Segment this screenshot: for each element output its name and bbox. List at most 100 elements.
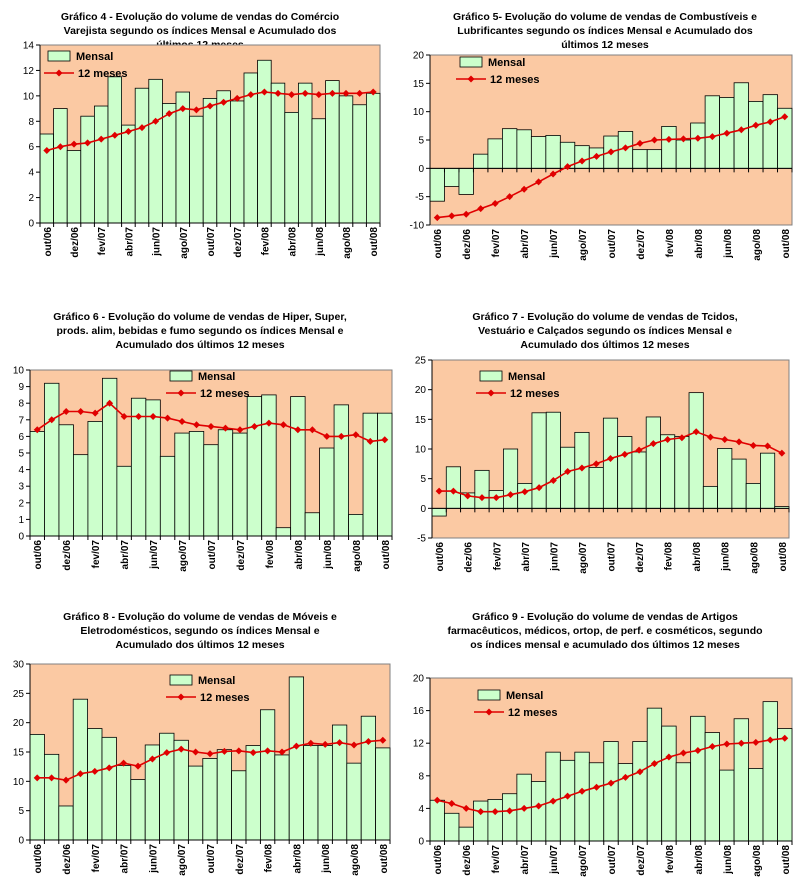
bar-mensal xyxy=(502,128,518,169)
bar-mensal xyxy=(431,507,447,517)
marker-12-meses xyxy=(152,117,160,125)
chart-9: 0 4 8 12 16 20 out/06 dez/06 fev/07 abr/07 jun/07 a… xyxy=(413,674,793,877)
bar-mensal xyxy=(645,416,661,509)
bar-mensal xyxy=(101,736,117,841)
bar-mensal xyxy=(675,762,692,842)
marker-12-meses xyxy=(76,770,84,778)
x-tick-label: out/08 xyxy=(379,844,390,874)
marker-12-meses xyxy=(264,747,272,755)
x-tick-label: abr/07 xyxy=(521,542,532,572)
x-tick-label: abr/08 xyxy=(694,845,705,875)
marker-12-meses xyxy=(764,442,772,450)
y-tick-label: 0 xyxy=(418,837,424,848)
bar-mensal xyxy=(107,76,123,224)
y-tick-label: 25 xyxy=(13,689,25,700)
x-tick-label: abr/08 xyxy=(294,540,305,570)
bar-mensal xyxy=(94,105,109,224)
marker-12-meses xyxy=(249,749,257,757)
bar-mensal xyxy=(702,485,719,509)
marker-12-meses xyxy=(206,102,214,110)
chart-panel-6: Gráfico 6 - Evolução do volume de vendas… xyxy=(0,300,400,600)
chart-panel-8: Gráfico 8 - Evolução do volume de vendas… xyxy=(0,600,400,894)
marker-12-meses xyxy=(105,764,113,772)
y-tick-label: 10 xyxy=(13,777,25,788)
bar-mensal xyxy=(232,432,248,537)
marker-12-meses xyxy=(520,185,528,193)
marker-12-meses xyxy=(279,421,287,429)
bar-mensal xyxy=(333,404,349,537)
y-tick-label: 14 xyxy=(23,41,35,52)
marker-12-meses xyxy=(124,127,132,135)
marker-12-meses xyxy=(134,762,142,770)
y-tick-label: 12 xyxy=(413,739,425,750)
marker-12-meses xyxy=(636,139,644,147)
chart-title-5: Gráfico 5- Evolução do volume de vendas … xyxy=(452,11,757,51)
marker-12-meses xyxy=(593,152,601,160)
y-tick-label: -10 xyxy=(410,221,425,232)
y-tick-label: 7 xyxy=(18,415,24,426)
bar-mensal xyxy=(159,455,176,537)
bar-mensal xyxy=(80,115,95,224)
marker-12-meses xyxy=(607,454,614,462)
bar-mensal xyxy=(733,82,749,169)
legend-swatch-mensal xyxy=(47,50,71,62)
legend-label-mensal: Mensal xyxy=(76,51,113,63)
marker-12-meses xyxy=(315,91,323,99)
marker-12-meses xyxy=(781,734,789,742)
bar-mensal xyxy=(87,421,103,537)
bar-mensal xyxy=(116,465,132,537)
x-tick-label: out/06 xyxy=(433,229,444,259)
bar-mensal xyxy=(675,139,692,169)
bar-mensal xyxy=(246,396,263,537)
marker-12-meses xyxy=(328,89,336,97)
marker-12-meses xyxy=(294,426,302,434)
marker-12-meses xyxy=(369,88,377,96)
bar-mensal xyxy=(229,100,245,224)
marker-12-meses xyxy=(62,408,70,415)
marker-12-meses xyxy=(737,739,745,747)
marker-12-meses xyxy=(77,408,85,415)
marker-12-meses xyxy=(649,440,657,448)
bar-mensal xyxy=(53,108,68,224)
bar-mensal xyxy=(362,412,378,537)
bar-mensal xyxy=(87,728,103,841)
bar-mensal xyxy=(574,145,590,169)
marker-12-meses xyxy=(33,426,41,434)
y-tick-label: 5 xyxy=(18,806,24,817)
chart-panel-7: Gráfico 7 - Evolução do volume de vendas… xyxy=(400,300,799,600)
y-tick-label: 8 xyxy=(18,399,24,410)
x-tick-label: jun/08 xyxy=(723,229,734,259)
marker-12-meses xyxy=(435,487,443,495)
marker-12-meses xyxy=(336,739,344,747)
marker-12-meses xyxy=(250,422,258,430)
x-tick-label: out/08 xyxy=(781,229,792,259)
marker-12-meses xyxy=(665,753,673,761)
bar-mensal xyxy=(602,417,619,509)
y-tick-label: 5 xyxy=(420,474,426,485)
chart-6: 0 1 2 3 4 5 6 7 8 9 10 out/06 dez/06 fev/07 abr/07 jun/… xyxy=(13,366,393,572)
x-tick-label: out/08 xyxy=(381,540,392,570)
bar-mensal xyxy=(690,715,706,842)
marker-12-meses xyxy=(650,136,658,144)
marker-12-meses xyxy=(607,779,615,787)
x-tick-label: ago/07 xyxy=(179,227,190,259)
bar-mensal xyxy=(29,733,45,841)
y-tick-label: 25 xyxy=(415,356,427,367)
chart-5: -10 -5 0 5 10 15 20 out/06 dez/06 fev/07 abr/07 jun… xyxy=(410,51,793,261)
marker-12-meses xyxy=(164,414,172,422)
x-tick-label: out/06 xyxy=(33,540,44,570)
bar-mensal xyxy=(660,434,676,509)
bar-mensal xyxy=(545,135,561,169)
bar-mensal xyxy=(217,429,234,537)
x-tick-label: abr/08 xyxy=(694,229,705,259)
y-tick-label: 6 xyxy=(28,142,34,153)
x-tick-label: jun/08 xyxy=(321,844,332,874)
marker-12-meses xyxy=(735,438,743,446)
marker-12-meses xyxy=(33,774,41,782)
x-tick-label: dez/06 xyxy=(462,845,473,876)
legend-label-mensal: Mensal xyxy=(198,675,235,687)
bar-mensal xyxy=(690,122,706,169)
bar-mensal xyxy=(352,104,367,224)
x-tick-label: ago/08 xyxy=(752,229,763,261)
x-tick-label: dez/07 xyxy=(636,845,647,876)
